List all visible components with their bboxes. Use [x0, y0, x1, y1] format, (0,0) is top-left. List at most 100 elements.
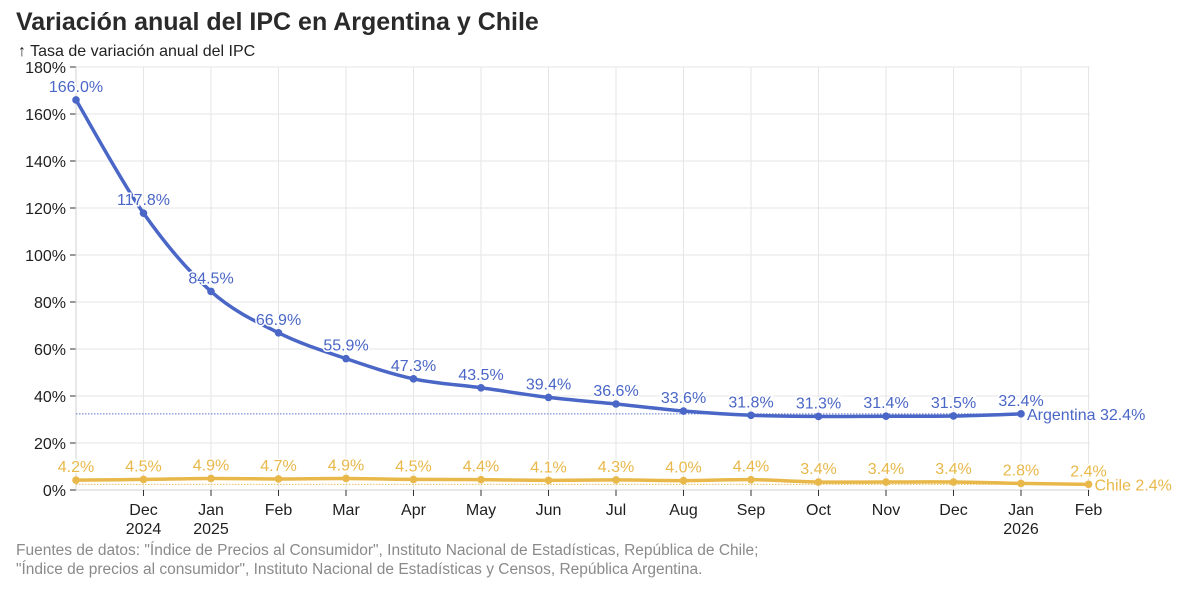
chile-data-point	[409, 475, 418, 484]
x-tick-label: Jan	[1008, 502, 1034, 519]
y-axis-title: ↑ Tasa de variación anual del IPC	[18, 43, 256, 60]
argentina-data-label: 66.9%	[256, 312, 301, 329]
argentina-data-label: 31.8%	[728, 394, 773, 411]
argentina-data-point	[882, 412, 890, 421]
chile-data-label: 3.4%	[868, 461, 904, 478]
argentina-data-point	[274, 328, 283, 337]
argentina-data-point	[679, 407, 688, 415]
x-tick-label: Mar	[332, 502, 360, 519]
y-tick-label: 80%	[34, 295, 66, 312]
y-tick-label: 0%	[43, 483, 66, 500]
chile-data-point	[139, 475, 148, 484]
x-tick-label: Dec	[939, 502, 967, 519]
argentina-end-label: Argentina 32.4%	[1027, 407, 1145, 424]
chile-data-label: 4.1%	[530, 459, 566, 476]
argentina-data-point	[747, 411, 755, 420]
x-tick-label: Feb	[265, 502, 293, 519]
chart-title: Variación anual del IPC en Argentina y C…	[16, 8, 539, 36]
chile-data-point	[747, 475, 755, 484]
x-tick-label: Feb	[1075, 502, 1103, 519]
x-tick-label: Aug	[669, 502, 697, 519]
chile-data-label: 4.9%	[193, 457, 229, 474]
chile-data-point	[274, 475, 283, 483]
chile-data-label: 4.4%	[463, 459, 499, 476]
x-tick-year-label: 2026	[1003, 521, 1039, 538]
argentina-data-point	[409, 375, 418, 383]
chile-data-point	[207, 474, 215, 483]
argentina-data-label: 31.3%	[796, 395, 841, 412]
y-tick-label: 120%	[25, 201, 66, 218]
chile-data-point	[477, 475, 485, 484]
chile-data-point	[342, 474, 350, 483]
y-tick-label: 180%	[25, 60, 66, 77]
argentina-data-label: 84.5%	[188, 270, 233, 287]
x-tick-label: Oct	[806, 502, 831, 519]
argentina-data-point	[342, 354, 350, 363]
chile-end-label: Chile 2.4%	[1095, 477, 1172, 494]
x-tick-label: Dec	[129, 502, 157, 519]
chile-data-label: 4.5%	[395, 458, 431, 475]
chile-data-label: 3.4%	[800, 461, 836, 478]
source-note: Fuentes de datos: "Índice de Precios al …	[16, 542, 759, 578]
argentina-data-label: 43.5%	[458, 367, 503, 384]
chile-data-label: 2.8%	[1003, 462, 1039, 479]
chile-data-point	[1017, 479, 1025, 488]
chile-data-label: 4.0%	[665, 460, 701, 477]
argentina-data-label: 117.8%	[117, 192, 170, 209]
chile-data-point	[72, 476, 80, 484]
chile-data-point	[679, 476, 688, 485]
chile-data-point	[814, 478, 823, 486]
argentina-data-point	[477, 383, 485, 392]
chile-data-label: 4.3%	[598, 459, 634, 476]
y-tick-label: 20%	[34, 436, 66, 453]
y-tick-label: 60%	[34, 342, 66, 359]
argentina-data-label: 39.4%	[526, 376, 571, 393]
chile-data-point	[1084, 480, 1093, 489]
argentina-data-label: 33.6%	[661, 390, 706, 407]
chile-data-label: 2.4%	[1070, 463, 1106, 480]
x-tick-label: Jul	[606, 502, 626, 519]
argentina-data-point	[207, 287, 215, 296]
y-tick-label: 100%	[25, 248, 66, 265]
x-tick-label: May	[466, 502, 496, 519]
argentina-data-label: 36.6%	[593, 383, 638, 400]
argentina-data-point	[612, 400, 620, 408]
chile-data-point	[544, 476, 553, 485]
argentina-data-point	[1017, 410, 1025, 418]
x-tick-label: Jun	[536, 502, 562, 519]
argentina-data-label: 32.4%	[998, 393, 1043, 410]
chile-data-label: 4.4%	[733, 459, 769, 476]
x-tick-label: Jan	[198, 502, 224, 519]
chile-data-point	[612, 476, 620, 484]
x-tick-label: Nov	[872, 502, 900, 519]
argentina-data-label: 55.9%	[323, 338, 368, 355]
chile-series-line	[74, 476, 1091, 487]
chile-data-point	[882, 478, 890, 486]
argentina-data-label: 31.5%	[931, 395, 976, 412]
chile-data-label: 4.5%	[125, 458, 161, 475]
y-tick-label: 40%	[34, 389, 66, 406]
series-layer	[72, 96, 1093, 489]
argentina-data-point	[72, 96, 80, 104]
chile-data-label: 3.4%	[935, 461, 971, 478]
chile-data-label: 4.2%	[58, 459, 94, 476]
argentina-data-point	[544, 393, 553, 402]
y-tick-label: 160%	[25, 107, 66, 124]
argentina-data-label: 47.3%	[391, 358, 436, 375]
axis-layer: 0% 20% 40% 60% 80% 100% 120% 140% 160% 180% Dec 202…	[25, 60, 1102, 538]
argentina-data-label: 31.4%	[863, 395, 908, 412]
x-tick-year-label: 2025	[193, 521, 229, 538]
chile-data-point	[949, 478, 958, 486]
data-label-layer: 166.0% 117.8% 84.5% 66.9% 55.9% 47.3% 43.5% 39.…	[47, 77, 1173, 495]
argentina-data-label: 166.0%	[49, 79, 103, 96]
chile-data-label: 4.9%	[328, 457, 364, 474]
argentina-data-point	[949, 412, 958, 420]
x-tick-year-label: 2024	[126, 521, 162, 538]
chile-data-label: 4.7%	[260, 458, 296, 475]
argentina-data-point	[139, 209, 148, 217]
argentina-data-point	[814, 412, 823, 421]
y-tick-label: 140%	[25, 154, 66, 171]
x-tick-label: Sep	[737, 502, 766, 519]
x-tick-label: Apr	[401, 502, 427, 519]
